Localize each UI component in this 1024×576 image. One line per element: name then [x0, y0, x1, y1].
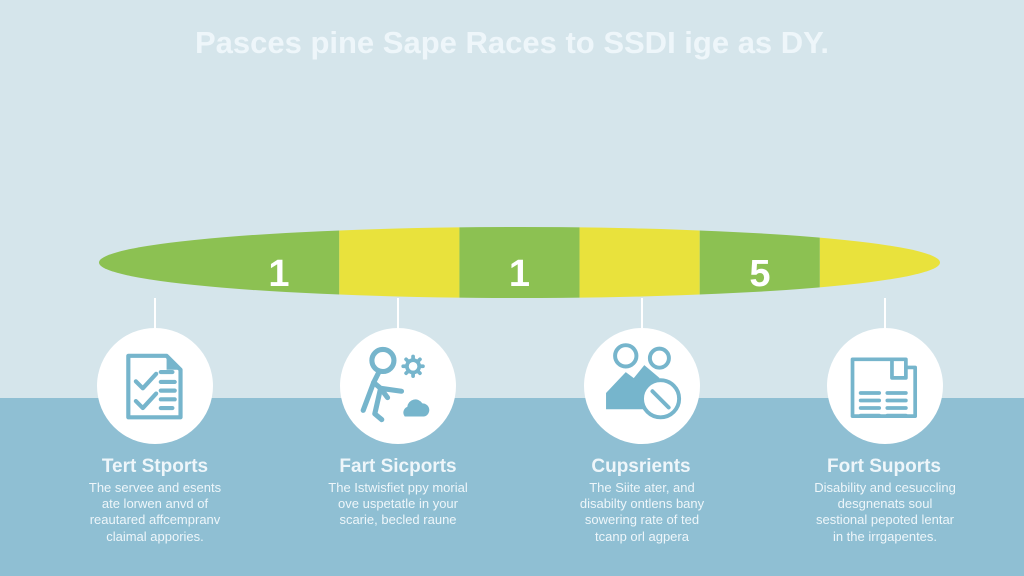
svg-text:5: 5 [749, 253, 770, 295]
svg-text:1: 1 [268, 253, 289, 295]
svg-text:1: 1 [509, 253, 530, 295]
